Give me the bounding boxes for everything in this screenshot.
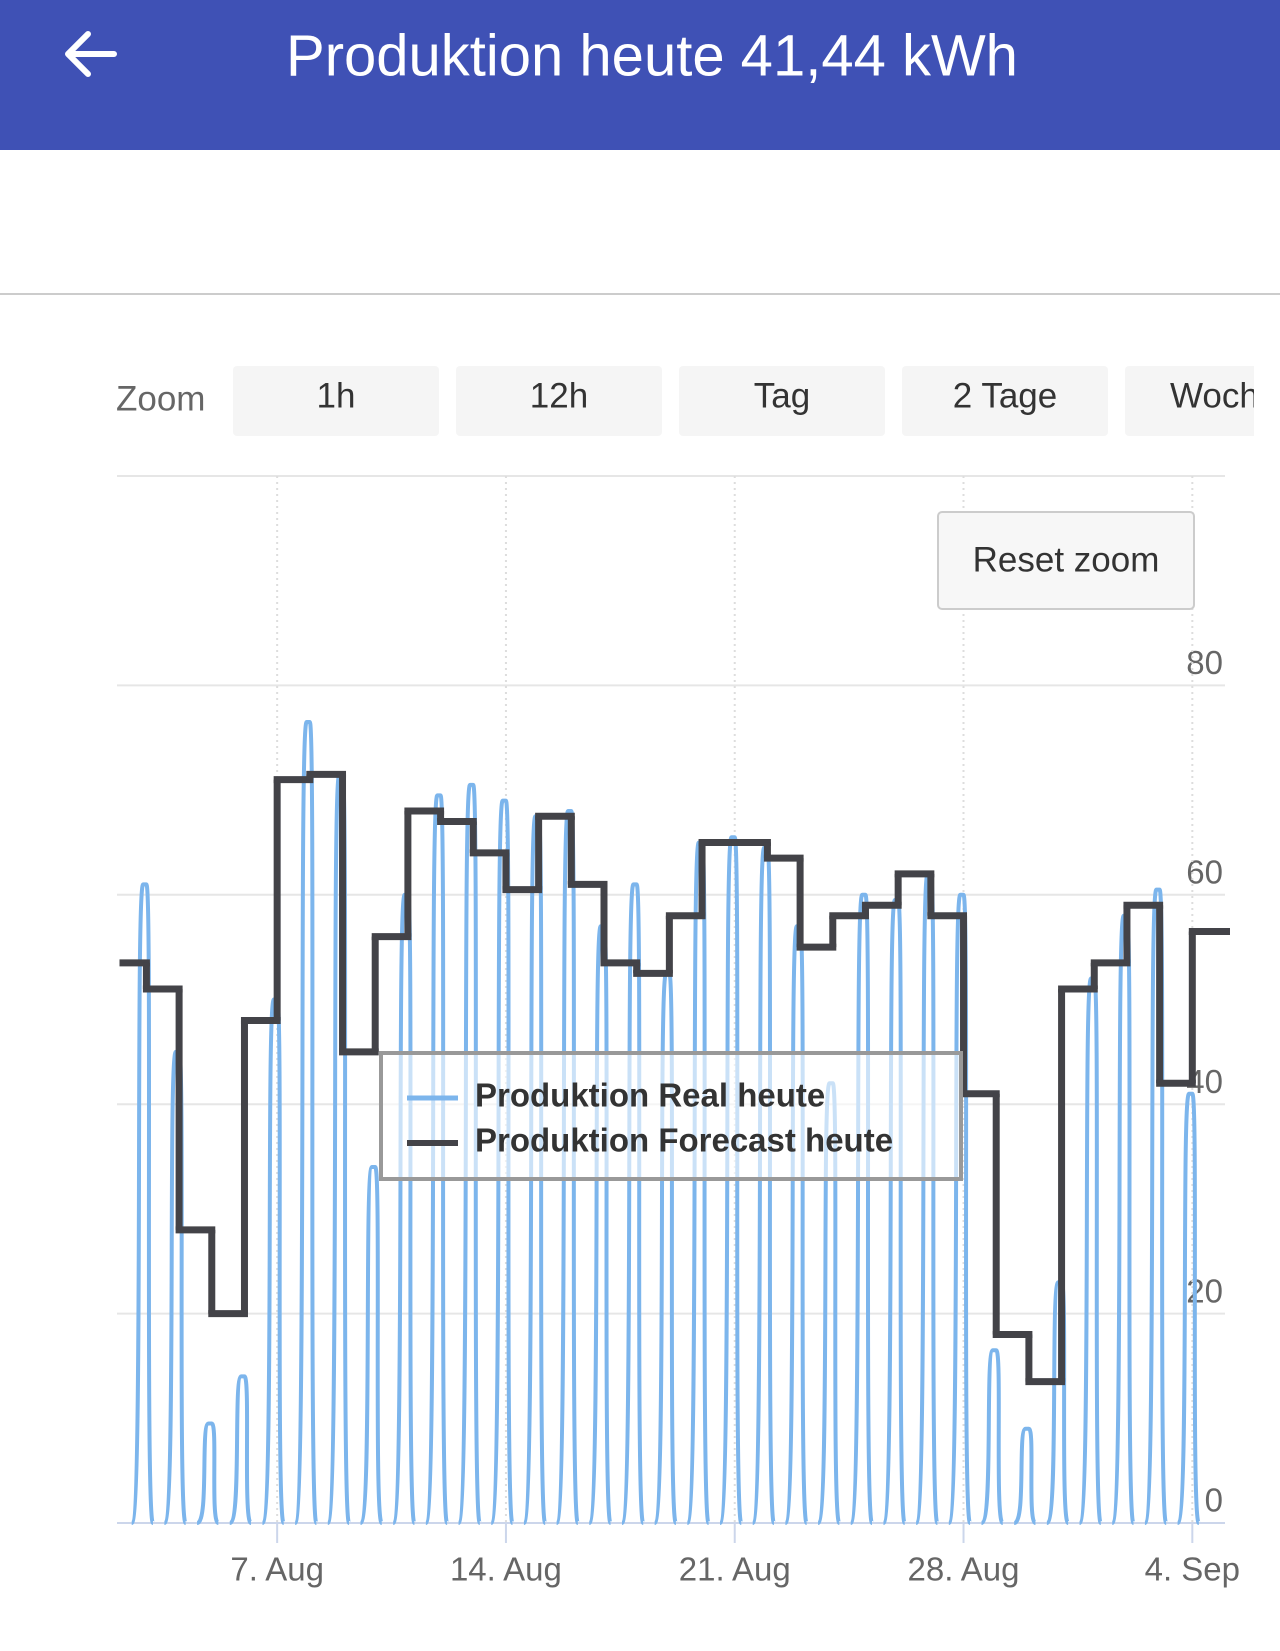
- real-daily-curve: [489, 798, 515, 1525]
- zoom-button[interactable]: Tag: [679, 366, 885, 436]
- real-daily-curve: [260, 997, 286, 1525]
- zoom-button-label[interactable]: Woche: [1170, 376, 1278, 415]
- real-daily-curve: [587, 924, 613, 1525]
- x-tick-label: 7. Aug: [230, 1551, 324, 1588]
- zoom-button-bg[interactable]: [233, 366, 439, 436]
- real-daily-curve: [783, 924, 809, 1525]
- real-daily-curve: [1077, 976, 1103, 1525]
- real-daily-curve: [391, 892, 417, 1525]
- x-tick-label: 4. Sep: [1145, 1551, 1240, 1588]
- back-button[interactable]: [65, 31, 117, 77]
- real-daily-curve: [848, 892, 874, 1525]
- real-daily-curve: [358, 1165, 384, 1525]
- zoom-button-bg[interactable]: [679, 366, 885, 436]
- real-daily-curve: [456, 782, 482, 1525]
- real-daily-curve: [1175, 1091, 1201, 1525]
- real-daily-curve: [423, 793, 450, 1525]
- zoom-button-bg[interactable]: [1125, 366, 1280, 436]
- zoom-button-bg[interactable]: [902, 366, 1108, 436]
- real-daily-curve: [195, 1421, 221, 1525]
- legend-label[interactable]: Produktion Real heute: [475, 1077, 825, 1114]
- legend-box: [379, 1051, 963, 1181]
- app-bar: [0, 0, 1280, 150]
- zoom-button-label[interactable]: 12h: [530, 376, 588, 415]
- legend-label[interactable]: Produktion Forecast heute: [475, 1122, 893, 1159]
- y-tick-label: 0: [1205, 1482, 1223, 1519]
- real-daily-curve: [129, 882, 155, 1525]
- zoom-label: Zoom: [116, 379, 205, 418]
- real-daily-curve: [1142, 887, 1169, 1525]
- zoom-button[interactable]: 1h: [233, 366, 439, 436]
- reset-zoom-label[interactable]: Reset zoom: [973, 540, 1160, 579]
- real-daily-curve: [946, 892, 973, 1525]
- real-daily-curve: [1012, 1426, 1038, 1525]
- zoom-button[interactable]: 2 Tage: [902, 366, 1108, 436]
- legend: Produktion Real heute Produktion Forecast…: [379, 1051, 963, 1181]
- reset-zoom-bg[interactable]: [937, 511, 1195, 610]
- x-tick-label: 28. Aug: [908, 1551, 1020, 1588]
- reset-zoom-button[interactable]: Reset zoom: [937, 511, 1195, 610]
- real-daily-curve: [1110, 913, 1136, 1525]
- real-daily-curve: [914, 871, 940, 1525]
- zoom-button-label[interactable]: Tag: [754, 376, 810, 415]
- real-daily-curve: [685, 840, 711, 1525]
- zoom-button[interactable]: 12h: [456, 366, 662, 436]
- real-daily-curve: [718, 835, 744, 1525]
- zoom-button-bg[interactable]: [456, 366, 662, 436]
- real-daily-curve: [620, 882, 646, 1525]
- x-tick-label: 14. Aug: [450, 1551, 562, 1588]
- y-tick-label: 20: [1186, 1272, 1223, 1309]
- real-daily-curve: [227, 1374, 253, 1525]
- x-tick-label: 21. Aug: [679, 1551, 791, 1588]
- real-daily-curve: [979, 1348, 1005, 1525]
- zoom-button[interactable]: Woche: [1125, 366, 1280, 436]
- real-daily-curve: [293, 720, 319, 1525]
- app-title: Produktion heute 41,44 kWh: [286, 23, 1018, 88]
- zoom-button-label[interactable]: 1h: [317, 376, 356, 415]
- real-daily-curve: [554, 809, 580, 1525]
- zoom-button-label[interactable]: 2 Tage: [953, 376, 1057, 415]
- real-daily-curve: [750, 845, 776, 1525]
- real-daily-curve: [881, 898, 907, 1525]
